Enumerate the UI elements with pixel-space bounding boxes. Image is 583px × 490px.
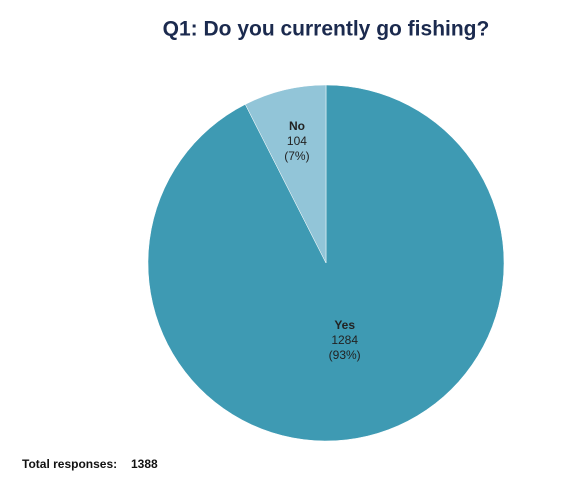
- slice-percent: (93%): [329, 348, 361, 362]
- total-label: Total responses:: [22, 457, 117, 471]
- slice-name: No: [289, 119, 305, 133]
- total-value: 1388: [131, 457, 158, 471]
- slice-name: Yes: [334, 318, 355, 332]
- slice-percent: (7%): [284, 149, 309, 163]
- chart-title: Q1: Do you currently go fishing?: [163, 18, 490, 41]
- pie-slice: [244, 84, 327, 264]
- slice-count: 104: [287, 134, 307, 148]
- slice-count: 1284: [331, 333, 358, 347]
